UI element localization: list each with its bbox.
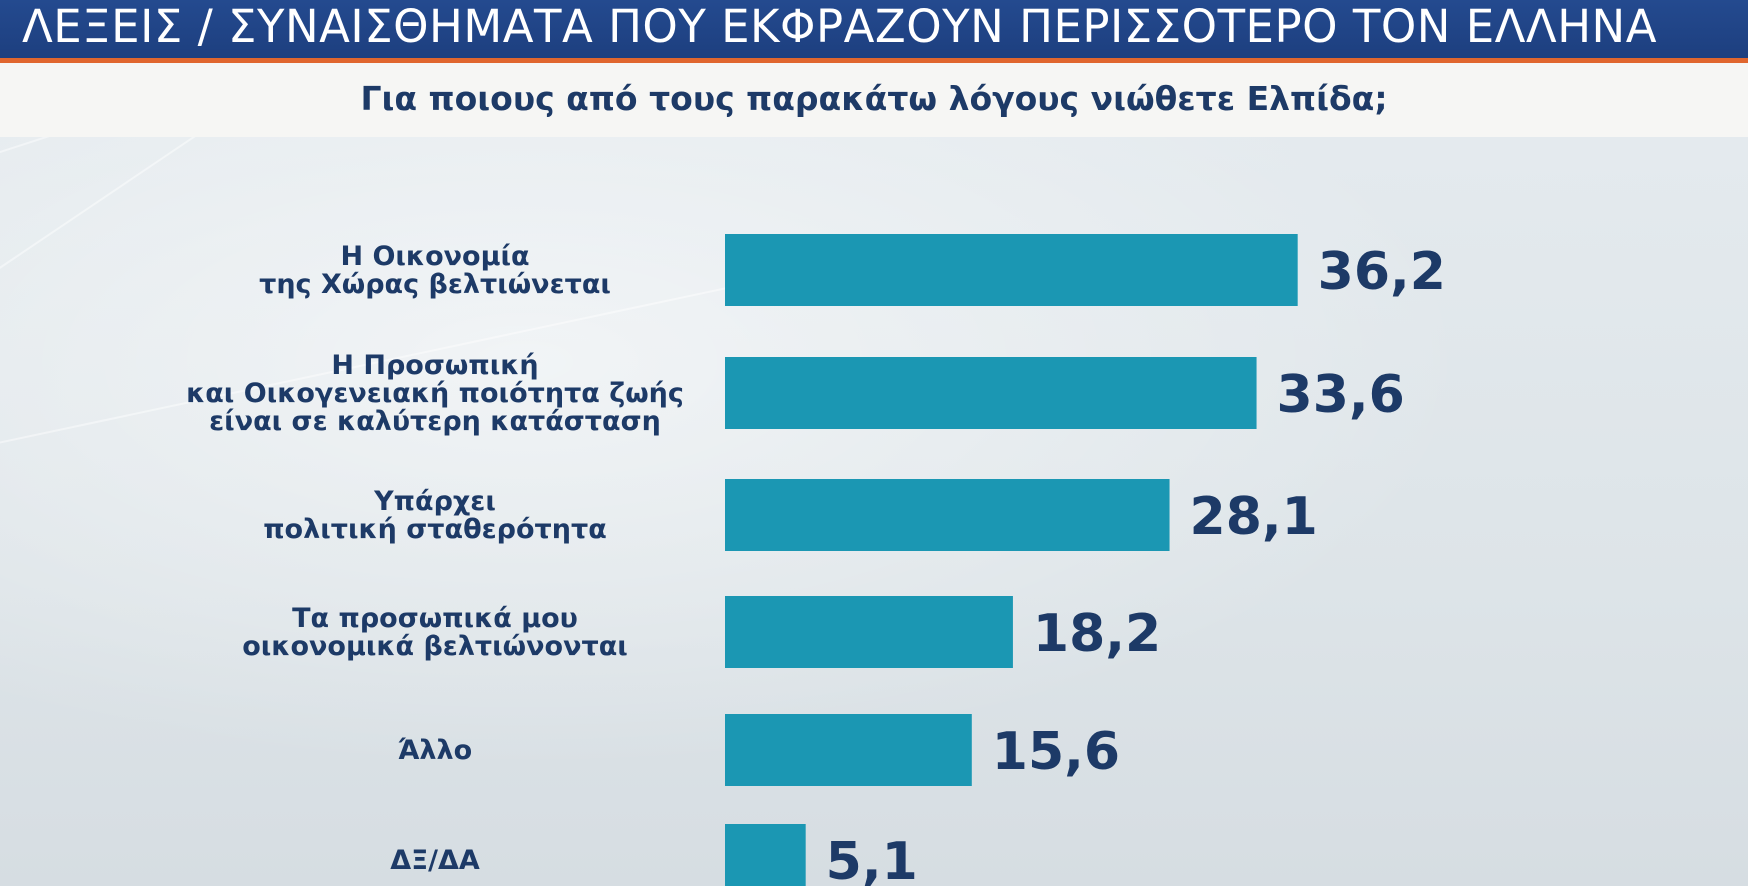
value-label-3: 28,1 bbox=[1190, 487, 1318, 547]
category-label-3-line-2: πολιτική σταθερότητα bbox=[263, 514, 607, 545]
header-title: ΛΕΞΕΙΣ / ΣΥΝΑΙΣΘΗΜΑΤΑ ΠΟΥ ΕΚΦΡΑΖΟΥΝ ΠΕΡΙ… bbox=[22, 0, 1658, 53]
bar-1 bbox=[725, 234, 1298, 306]
category-label-3-line-1: Υπάρχει bbox=[373, 486, 496, 517]
value-label-5: 15,6 bbox=[992, 722, 1120, 782]
category-label-2-line-2: και Οικογενειακή ποιότητα ζωής bbox=[186, 378, 684, 409]
bar-4 bbox=[725, 596, 1013, 668]
bar-5 bbox=[725, 714, 972, 786]
value-label-6: 5,1 bbox=[826, 832, 918, 886]
chart-question: Για ποιους από τους παρακάτω λόγους νιώθ… bbox=[360, 79, 1388, 118]
value-label-2: 33,6 bbox=[1277, 365, 1405, 425]
category-label-4-line-2: οικονομικά βελτιώνονται bbox=[242, 631, 628, 662]
question-band bbox=[0, 63, 1748, 137]
bar-2 bbox=[725, 357, 1257, 429]
bar-3 bbox=[725, 479, 1170, 551]
category-label-2-line-3: είναι σε καλύτερη κατάσταση bbox=[209, 406, 661, 437]
category-label-2-line-1: Η Προσωπική bbox=[331, 350, 538, 381]
category-label-4-line-1: Τα προσωπικά μου bbox=[292, 603, 578, 634]
header-accent-rule bbox=[0, 58, 1748, 63]
category-label-1-line-2: της Χώρας βελτιώνεται bbox=[259, 269, 611, 300]
bar-6 bbox=[725, 824, 806, 886]
category-label-6-line-1: ΔΞ/ΔΑ bbox=[390, 845, 480, 876]
value-label-4: 18,2 bbox=[1033, 604, 1161, 664]
category-label-5-line-1: Άλλο bbox=[398, 735, 472, 766]
value-label-1: 36,2 bbox=[1318, 242, 1446, 302]
category-label-1-line-1: Η Οικονομία bbox=[340, 241, 529, 272]
header-bar: ΛΕΞΕΙΣ / ΣΥΝΑΙΣΘΗΜΑΤΑ ΠΟΥ ΕΚΦΡΑΖΟΥΝ ΠΕΡΙ… bbox=[0, 0, 1748, 58]
